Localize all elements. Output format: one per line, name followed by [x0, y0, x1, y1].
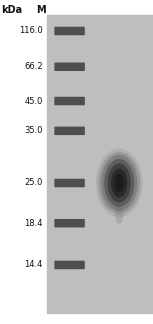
FancyBboxPatch shape [54, 63, 85, 71]
Text: 116.0: 116.0 [19, 27, 43, 35]
Text: M: M [36, 5, 46, 15]
Ellipse shape [98, 152, 140, 214]
Ellipse shape [111, 168, 127, 197]
Ellipse shape [96, 149, 142, 217]
FancyBboxPatch shape [54, 27, 85, 35]
Ellipse shape [115, 174, 124, 192]
FancyBboxPatch shape [54, 127, 85, 135]
FancyBboxPatch shape [54, 219, 85, 227]
Text: kDa: kDa [2, 5, 23, 15]
Text: 18.4: 18.4 [24, 219, 43, 228]
Text: 25.0: 25.0 [24, 179, 43, 188]
FancyBboxPatch shape [54, 261, 85, 269]
FancyBboxPatch shape [54, 179, 85, 187]
Text: 66.2: 66.2 [24, 62, 43, 71]
Text: 14.4: 14.4 [24, 260, 43, 270]
Ellipse shape [104, 159, 134, 207]
Text: 45.0: 45.0 [24, 97, 43, 106]
Ellipse shape [101, 155, 137, 211]
Bar [47, 15, 153, 313]
Ellipse shape [108, 163, 131, 202]
Text: 35.0: 35.0 [24, 126, 43, 135]
FancyBboxPatch shape [54, 97, 85, 105]
Ellipse shape [115, 205, 123, 224]
